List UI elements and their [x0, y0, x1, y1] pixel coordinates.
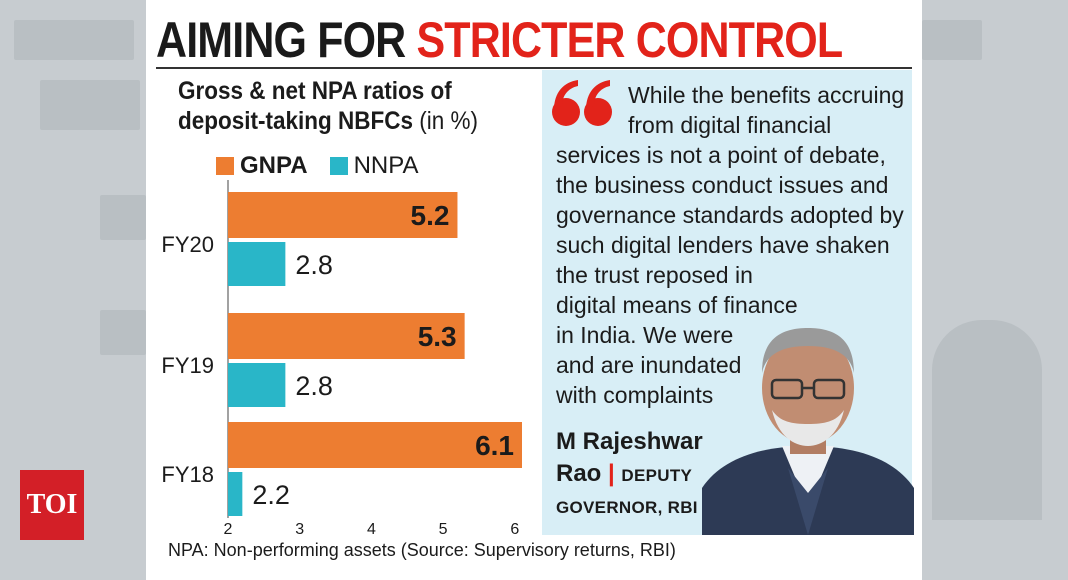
chart-title-line2: deposit-taking NBFCs [178, 107, 414, 135]
quote-line: the trust reposed in [556, 262, 753, 288]
legend-swatch-gnpa [216, 157, 234, 175]
headline-part2: STRICTER CONTROL [416, 12, 843, 68]
chart-title-line1: Gross & net NPA ratios of [178, 77, 452, 105]
speaker-credit: M Rajeshwar Rao | DEPUTY GOVERNOR, RBI [556, 426, 703, 524]
headline-divider [156, 67, 912, 69]
quote-line: in India. We were [556, 322, 734, 348]
blurred-block [100, 310, 146, 355]
quote-text: While the benefits accruing from digital … [556, 80, 908, 410]
speaker-role-line1: DEPUTY [621, 466, 693, 485]
nnpa-value-label: 2.8 [295, 250, 333, 280]
blurred-block [932, 320, 1042, 520]
quote-line: governance standards adopted by [556, 202, 904, 228]
quote-line: and are inundated [556, 352, 742, 378]
nnpa-bar [228, 363, 286, 407]
speaker-name-line2: Rao [556, 460, 602, 487]
x-tick-label: 5 [439, 521, 448, 538]
legend-item-nnpa: NNPA [329, 152, 419, 180]
x-tick-label: 2 [224, 521, 233, 538]
chart-legend: GNPA NNPA [216, 152, 440, 180]
gnpa-bar [228, 422, 522, 468]
gnpa-value-label: 5.2 [411, 200, 450, 231]
gnpa-bar [228, 192, 458, 238]
x-tick-label: 6 [510, 521, 519, 538]
nnpa-value-label: 2.2 [252, 480, 290, 510]
npa-bar-chart: FY20 5.2 2.8 FY19 5.3 2.8 FY18 6.1 2.2 2 3 4 5 6 [161, 180, 522, 538]
nnpa-bar [228, 242, 286, 286]
gnpa-value-label: 5.3 [418, 321, 457, 352]
x-tick-label: 3 [295, 521, 304, 538]
category-label: FY18 [161, 462, 214, 487]
blurred-block [100, 195, 146, 240]
footnote: NPA: Non-performing assets (Source: Supe… [168, 540, 676, 560]
speaker-portrait [702, 328, 914, 535]
infographic-panel: AIMING FOR STRICTER CONTROL Gross & net … [146, 0, 922, 580]
gnpa-value-label: 6.1 [475, 430, 514, 461]
category-label: FY19 [161, 353, 214, 378]
chart-title-unit: (in %) [419, 107, 479, 135]
quote-line: the business conduct issues and [556, 172, 889, 198]
nnpa-value-label: 2.8 [295, 371, 333, 401]
legend-item-gnpa: GNPA [216, 152, 308, 180]
chart-title: Gross & net NPA ratios of deposit-taking… [178, 76, 478, 136]
headline: AIMING FOR STRICTER CONTROL [156, 12, 843, 68]
legend-label-nnpa: NNPA [353, 152, 419, 179]
speaker-role-line2: GOVERNOR, RBI [556, 498, 698, 517]
quote-line: digital means of finance [556, 292, 798, 318]
quote-line: from digital financial [628, 112, 832, 138]
quote-line: such digital lenders have shaken [556, 232, 890, 258]
blurred-block [40, 80, 140, 130]
blurred-block [14, 20, 134, 60]
toi-logo[interactable]: TOI [20, 470, 84, 540]
nnpa-bar [228, 472, 243, 516]
background-right [922, 0, 1068, 580]
quote-mark-icon [552, 80, 612, 126]
x-tick-label: 4 [367, 521, 376, 538]
blurred-block [922, 20, 982, 60]
quote-line: with complaints [556, 382, 714, 408]
legend-swatch-nnpa [329, 157, 348, 175]
quote-line: While the benefits accruing [628, 82, 905, 108]
quote-box: While the benefits accruing from digital … [542, 70, 914, 535]
quote-line: services is not a point of debate, [556, 142, 886, 168]
gnpa-bar [228, 313, 465, 359]
speaker-divider: | [608, 460, 615, 487]
legend-label-gnpa: GNPA [240, 152, 308, 179]
category-label: FY20 [161, 232, 214, 257]
speaker-name-line1: M Rajeshwar [556, 428, 703, 455]
headline-part1: AIMING FOR [156, 12, 406, 68]
